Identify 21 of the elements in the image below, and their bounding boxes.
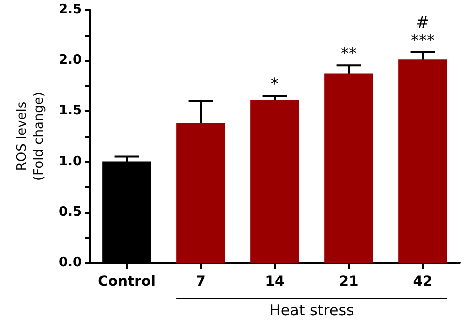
y-tick-label: 2.5	[58, 2, 82, 18]
y-tick-label: 0.0	[58, 256, 82, 270]
bar	[250, 100, 300, 263]
y-tick-label: 1.5	[58, 104, 82, 119]
x-tick-label: 14	[265, 274, 285, 290]
bar	[398, 60, 448, 263]
x-tick-label: 21	[339, 274, 359, 290]
annotation: ***	[411, 31, 435, 50]
annotation: #	[416, 13, 430, 32]
x-tick-label: Control	[98, 274, 156, 290]
x-tick-label: 7	[196, 274, 206, 290]
y-axis-title: ROS levels (Fold change)	[15, 92, 48, 181]
annotation: **	[341, 44, 357, 64]
x-axis-title: Heat stress	[270, 302, 355, 320]
bar	[176, 123, 226, 263]
bar	[324, 74, 374, 263]
x-tick-label: 42	[413, 274, 433, 290]
annotation: *	[271, 74, 279, 94]
y-tick-label: 1.0	[58, 154, 82, 170]
y-tick-label: 0.5	[58, 204, 82, 220]
y-tick-label: 2.0	[58, 53, 82, 68]
